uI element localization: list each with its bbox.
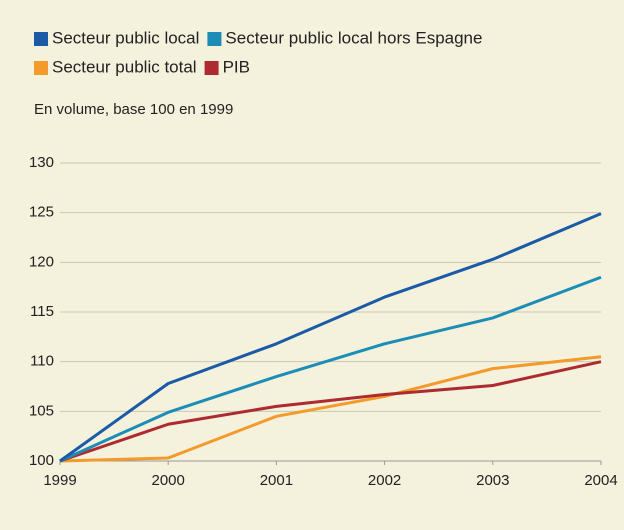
legend-swatch <box>204 61 219 75</box>
legend-label: Secteur public local hors Espagne <box>225 28 482 47</box>
y-tick-label: 130 <box>29 154 54 171</box>
legend-swatch <box>34 61 48 75</box>
y-tick-label: 120 <box>29 253 54 270</box>
chart-subtitle: En volume, base 100 en 1999 <box>34 101 233 118</box>
y-tick-label: 110 <box>30 353 54 370</box>
legend-swatch <box>34 32 48 46</box>
x-tick-label: 2000 <box>152 472 185 489</box>
x-tick-label: 2002 <box>368 472 401 489</box>
series-line <box>59 355 602 463</box>
x-tick-label: 1999 <box>43 472 76 489</box>
x-tick-label: 2004 <box>584 472 617 489</box>
y-tick-label: 115 <box>30 303 54 320</box>
y-tick-label: 125 <box>29 204 54 221</box>
legend-swatch <box>207 32 222 46</box>
series-line <box>59 275 602 463</box>
series-line <box>59 212 602 463</box>
x-tick-label: 2003 <box>476 472 509 489</box>
y-tick-label: 100 <box>29 452 54 469</box>
y-tick-label: 105 <box>29 402 54 419</box>
x-tick-label: 2001 <box>260 472 293 489</box>
legend-label: PIB <box>223 57 250 76</box>
legend-label: Secteur public total <box>52 57 197 76</box>
legend-label: Secteur public local <box>52 28 199 47</box>
series-line <box>59 360 602 463</box>
